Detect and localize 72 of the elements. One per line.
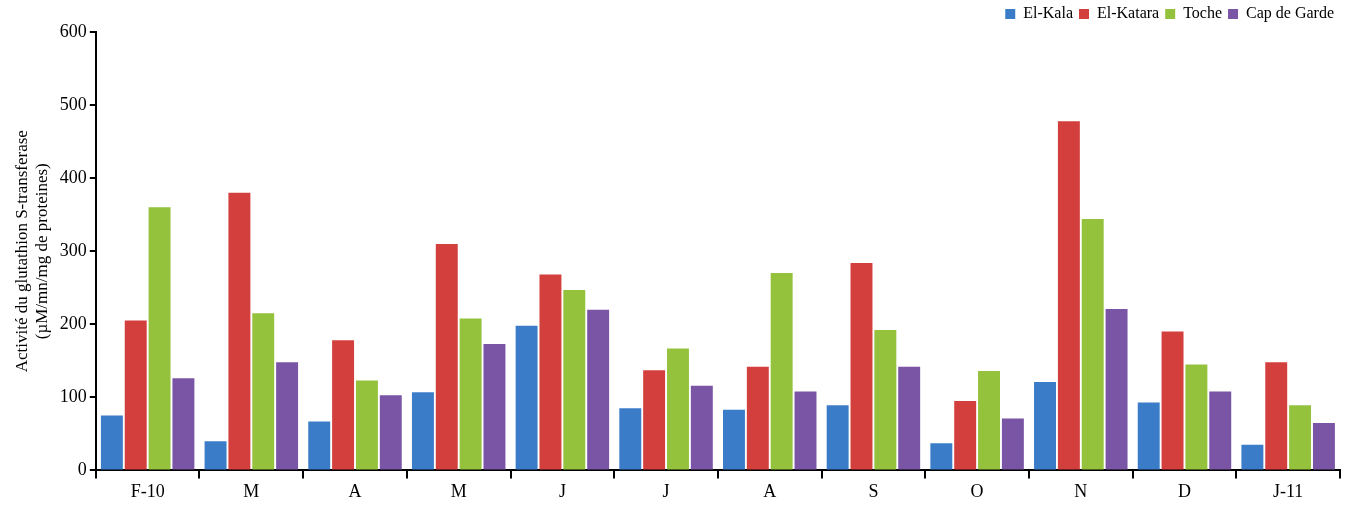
- bar: [563, 289, 586, 470]
- bar: [252, 313, 275, 470]
- bar: [308, 421, 331, 470]
- bar: [826, 405, 849, 470]
- x-tick-label: F-10: [130, 480, 165, 501]
- bar: [746, 366, 769, 470]
- x-tick-label: D: [1177, 480, 1191, 501]
- x-tick-label: J: [558, 480, 566, 501]
- bar: [874, 330, 897, 470]
- bar: [954, 400, 977, 470]
- legend-label: El-Kala: [1023, 4, 1073, 22]
- bar: [770, 273, 793, 470]
- bar: [228, 192, 251, 470]
- bar: [667, 348, 689, 470]
- y-tick-label: 400: [59, 166, 87, 187]
- bar: [204, 441, 227, 470]
- bar: [930, 443, 953, 470]
- bar: [1034, 381, 1056, 470]
- legend-label: Toche: [1183, 4, 1223, 22]
- x-tick-label: J-11: [1272, 480, 1304, 501]
- legend-label: El-Katara: [1097, 4, 1160, 22]
- bar: [411, 392, 434, 470]
- bar: [1312, 422, 1335, 470]
- bar: [978, 371, 1000, 470]
- bar: [1057, 121, 1080, 470]
- x-tick-label: J: [662, 480, 670, 501]
- bar: [435, 243, 458, 470]
- x-tick-label: M: [450, 480, 467, 501]
- bar: [1001, 418, 1024, 470]
- bar: [898, 366, 921, 470]
- y-tick-label: 300: [59, 239, 87, 260]
- bar: [690, 385, 713, 470]
- bar: [379, 395, 402, 470]
- bar: [515, 325, 538, 470]
- bar: [1161, 331, 1184, 470]
- bar: [850, 262, 873, 470]
- y-tick-label: 200: [59, 313, 87, 333]
- x-tick-label: M: [243, 480, 260, 501]
- y-axis-title: Activité du glutathion S-transferase (µM/mn/mg de proteines): [11, 130, 52, 373]
- bar: [355, 380, 378, 470]
- bar: [1241, 444, 1264, 470]
- bar: [148, 207, 171, 470]
- bar: [1289, 405, 1312, 470]
- bar: [643, 370, 666, 470]
- x-tick-label: A: [348, 480, 362, 501]
- bar: [1265, 362, 1288, 470]
- bar: [619, 408, 642, 470]
- bar: [332, 340, 355, 470]
- y-tick-label: 100: [59, 386, 87, 407]
- bar: [539, 274, 562, 470]
- bar: [100, 415, 123, 470]
- x-tick-label: O: [970, 480, 984, 501]
- bar: [1137, 402, 1160, 470]
- bar: [276, 362, 299, 470]
- bar: [723, 409, 745, 470]
- x-tick-label: N: [1074, 480, 1088, 501]
- bar: [794, 391, 817, 470]
- bar: [1105, 308, 1128, 470]
- bar: [459, 318, 482, 470]
- x-tick-label: A: [763, 480, 777, 501]
- bar: [124, 320, 147, 470]
- y-tick-label: 600: [59, 20, 87, 41]
- bar: [1209, 391, 1232, 470]
- y-tick-label: 0: [77, 459, 87, 480]
- legend-label: Cap de Garde: [1246, 4, 1335, 23]
- x-tick-label: S: [868, 480, 879, 501]
- bar: [1185, 364, 1208, 470]
- bar: [1081, 219, 1104, 470]
- bar: [172, 378, 195, 470]
- bar: [483, 344, 506, 470]
- bar: [587, 309, 610, 470]
- y-tick-label: 500: [59, 93, 87, 114]
